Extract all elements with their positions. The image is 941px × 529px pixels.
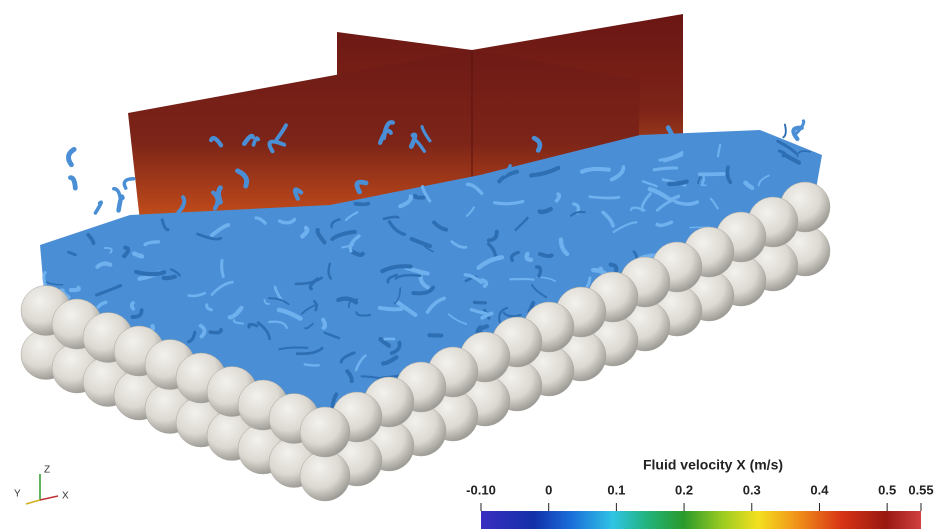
vortex-tube bbox=[222, 260, 224, 276]
vortex-tube bbox=[124, 179, 133, 188]
vortex-tube bbox=[164, 277, 175, 278]
vortex-tube bbox=[540, 254, 552, 256]
colorbar-tick-label: 0.4 bbox=[810, 482, 829, 497]
colorbar-tick-label: 0 bbox=[545, 482, 552, 497]
vortex-tube bbox=[590, 197, 619, 198]
colorbar-tick-label: 0.1 bbox=[607, 482, 625, 497]
colorbar-tick-label: 0.55 bbox=[908, 482, 933, 497]
sphere bbox=[300, 407, 350, 457]
colorbar-tick-label: 0.2 bbox=[675, 482, 693, 497]
colorbar-tick-label: -0.10 bbox=[466, 482, 496, 497]
sphere bbox=[300, 451, 350, 501]
vortex-tube bbox=[95, 202, 101, 213]
colorbar-gradient bbox=[481, 511, 921, 529]
vortex-tube bbox=[114, 189, 120, 198]
vortex-tube bbox=[415, 196, 424, 198]
vortex-tube bbox=[557, 194, 560, 201]
vortex-tube bbox=[356, 204, 369, 205]
triad-z-label: Z bbox=[44, 465, 50, 476]
vortex-tube bbox=[44, 273, 46, 287]
vortex-tube bbox=[136, 272, 164, 274]
render-view: Z Y X Fluid velocity X (m/s) -0.10 0 0.1 0.… bbox=[0, 0, 941, 529]
triad-y-label: Y bbox=[14, 489, 21, 500]
vortex-tube bbox=[783, 125, 785, 138]
colorbar-tick-label: 0.3 bbox=[743, 482, 761, 497]
vortex-tube bbox=[305, 364, 319, 365]
triad-x-label: X bbox=[62, 491, 69, 502]
vortex-tube bbox=[132, 303, 134, 309]
vortex-tube bbox=[411, 135, 415, 147]
vortex-tube bbox=[134, 253, 142, 256]
vortex-tube bbox=[669, 182, 686, 184]
triad-y bbox=[26, 500, 40, 504]
triad-x bbox=[40, 496, 58, 500]
vortex-tube bbox=[68, 149, 74, 164]
vortex-tube bbox=[71, 288, 79, 290]
vortex-tube bbox=[380, 308, 402, 309]
colorbar-tick-label: 0.5 bbox=[878, 482, 896, 497]
vortex-tube bbox=[323, 320, 325, 328]
vortex-tube bbox=[510, 279, 533, 280]
vortex-tube bbox=[70, 178, 75, 188]
axes-triad: Z Y X bbox=[14, 465, 69, 504]
color-legend: Fluid velocity X (m/s) -0.10 0 0.1 0.2 0.3 0.… bbox=[466, 457, 933, 529]
vortex-tube bbox=[219, 188, 221, 202]
colorbar-title: Fluid velocity X (m/s) bbox=[643, 457, 783, 473]
